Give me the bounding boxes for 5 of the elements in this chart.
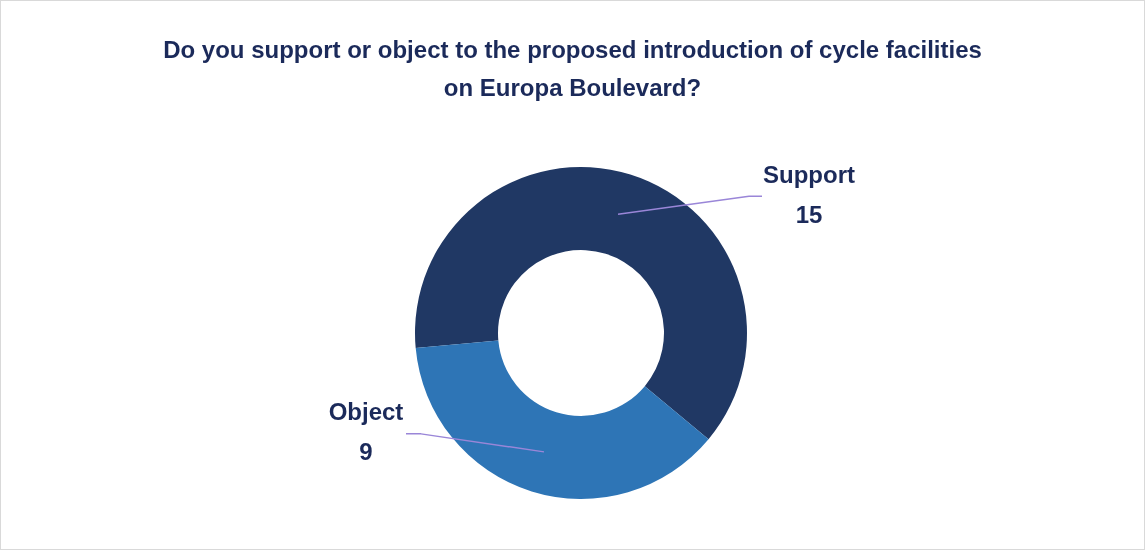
chart-title: Do you support or object to the proposed introduction of cycle facilities on Europa Boulevard? <box>162 35 983 103</box>
slice-label: Object <box>328 398 404 426</box>
slice-label: Support <box>763 160 855 188</box>
data-label: 15 <box>795 200 823 228</box>
data-label: 9 <box>359 438 373 466</box>
